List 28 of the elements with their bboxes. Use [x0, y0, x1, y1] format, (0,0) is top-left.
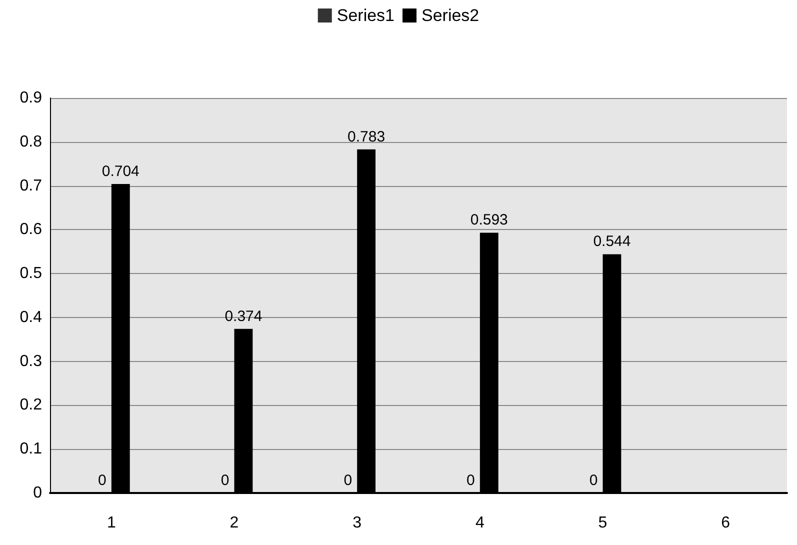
- y-tick-label: 0: [33, 484, 42, 502]
- legend-label: Series1: [336, 6, 394, 25]
- y-tick-label: 0.3: [20, 352, 42, 370]
- x-tick-label: 3: [352, 514, 362, 532]
- data-label: 0.544: [593, 233, 631, 250]
- data-label: 0: [589, 472, 598, 489]
- y-tick-label: 0.7: [20, 177, 42, 194]
- y-tick-label: 0.8: [20, 133, 42, 150]
- y-tick-label: 0.4: [20, 308, 42, 326]
- x-tick-label: 5: [598, 514, 608, 532]
- data-label: 0.783: [348, 128, 386, 146]
- y-tick-label: 0.2: [20, 396, 42, 414]
- data-label: 0: [220, 472, 230, 489]
- x-tick-label: 6: [721, 514, 730, 532]
- data-label: 0: [466, 472, 475, 489]
- x-tick-label: 1: [106, 514, 116, 532]
- y-tick-label: 0.9: [20, 90, 42, 106]
- data-label: 0: [98, 472, 106, 489]
- x-tick-label: 4: [475, 514, 484, 532]
- legend-label: Series2: [422, 6, 480, 25]
- y-tick-label: 0.6: [20, 221, 42, 238]
- data-label: 0: [344, 472, 352, 489]
- y-tick-label: 0.1: [20, 440, 42, 458]
- y-tick-label: 0.5: [20, 265, 42, 282]
- x-tick-label: 2: [230, 514, 239, 532]
- data-label: 0.374: [224, 308, 262, 325]
- data-label: 0.593: [470, 212, 508, 229]
- data-label: 0.704: [102, 163, 140, 180]
